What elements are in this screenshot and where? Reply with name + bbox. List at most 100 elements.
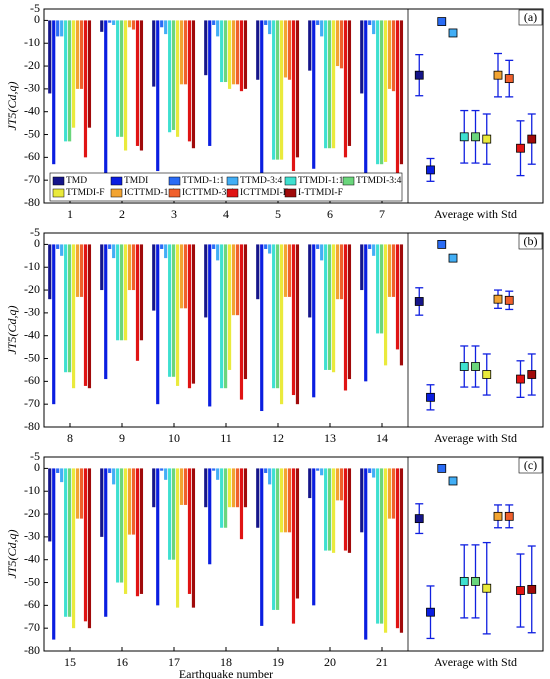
bar	[272, 244, 276, 389]
panel-label-box	[518, 233, 543, 250]
mean-marker	[459, 576, 469, 586]
bar	[168, 244, 172, 377]
panel-label: (a)	[524, 10, 537, 24]
bar	[56, 20, 60, 37]
bar	[360, 244, 364, 291]
bar	[227, 468, 232, 508]
bar	[347, 244, 352, 380]
bar	[376, 244, 380, 334]
x-tick-label: 6	[327, 207, 333, 221]
bar	[108, 20, 112, 23]
y-tick-label: -10	[24, 259, 40, 273]
y-tick-label: -80	[24, 419, 40, 433]
y-tick-label: -30	[24, 81, 40, 95]
mean-marker	[482, 134, 492, 144]
x-tick-label: 21	[376, 655, 388, 669]
bar	[235, 244, 240, 316]
bar	[204, 244, 208, 318]
bar	[399, 244, 404, 366]
bar	[224, 468, 228, 528]
bar	[100, 468, 104, 537]
y-tick-label: -10	[24, 483, 40, 497]
mean-marker	[482, 370, 492, 379]
legend-swatch	[284, 188, 297, 198]
bar	[243, 20, 248, 89]
bar	[187, 468, 192, 594]
legend-swatch	[226, 176, 239, 186]
bar	[175, 468, 180, 608]
y-tick-label: -5	[30, 449, 40, 463]
bar	[339, 244, 344, 300]
bar	[256, 468, 260, 528]
bar	[56, 468, 60, 473]
bar	[368, 20, 372, 25]
bar	[172, 244, 176, 377]
bar	[152, 468, 156, 508]
x-tick-label: 14	[376, 431, 388, 445]
bar	[56, 244, 60, 249]
x-tick-label: 13	[324, 431, 336, 445]
legend-swatch	[110, 176, 123, 186]
bar	[256, 20, 260, 80]
y-tick-label: -5	[30, 225, 40, 239]
bar	[256, 244, 260, 300]
y-tick-label: -60	[24, 149, 40, 163]
legend-label: ICTTMDI-F	[240, 188, 288, 198]
bar	[331, 244, 336, 373]
bar	[264, 20, 268, 25]
y-tick-label: -50	[24, 350, 40, 364]
mean-marker	[493, 294, 503, 304]
bar	[139, 244, 144, 341]
legend-label: TTMDI-3:4	[356, 176, 402, 186]
x-tick-label: 2	[119, 207, 125, 221]
bar	[183, 20, 188, 85]
bar	[343, 468, 348, 551]
bar	[164, 244, 168, 259]
plot-frame	[43, 232, 544, 428]
bar	[191, 244, 196, 384]
bar	[208, 20, 212, 146]
bar	[179, 244, 184, 309]
x-tick-label: 18	[220, 655, 232, 669]
y-tick-label: -20	[24, 506, 40, 520]
bar	[239, 244, 244, 400]
bar	[123, 20, 128, 151]
bar	[175, 244, 180, 386]
bar	[279, 20, 284, 160]
bar	[204, 468, 208, 508]
legend-swatch	[168, 176, 181, 186]
x-tick-label: 17	[168, 655, 180, 669]
bar	[383, 20, 388, 162]
bar	[160, 468, 164, 471]
bar	[308, 468, 312, 499]
bar	[239, 20, 244, 92]
bar	[172, 20, 176, 130]
legend-swatch	[226, 188, 239, 198]
bar	[243, 244, 248, 380]
legend-label: ICTTMD-3:4	[182, 188, 234, 198]
legend-label: I-TTMDI-F	[298, 188, 343, 198]
bar	[391, 244, 396, 297]
bar	[60, 244, 64, 256]
mean-marker	[493, 511, 503, 521]
bar	[48, 20, 52, 94]
bar	[339, 20, 344, 69]
bar	[216, 20, 220, 37]
y-tick-label: -20	[24, 282, 40, 296]
x-tick-label: 1	[67, 207, 73, 221]
bar	[291, 244, 296, 396]
mean-marker	[448, 28, 458, 38]
bar	[380, 20, 384, 165]
y-tick-label: -30	[24, 305, 40, 319]
bar	[64, 468, 68, 617]
mean-marker	[516, 143, 525, 153]
bar	[287, 244, 292, 297]
bar	[295, 20, 300, 158]
bar	[127, 468, 132, 535]
legend-label: TTMD-3:4	[240, 176, 282, 186]
bar	[83, 468, 88, 622]
y-tick-label: -40	[24, 103, 40, 117]
bar	[395, 244, 400, 350]
panel: -50 -10 -20 -30 -40 -50 -60 -70 -80 JT5(Cd,q) 8 9 10…	[5, 225, 544, 445]
y-tick-label: -20	[24, 58, 40, 72]
